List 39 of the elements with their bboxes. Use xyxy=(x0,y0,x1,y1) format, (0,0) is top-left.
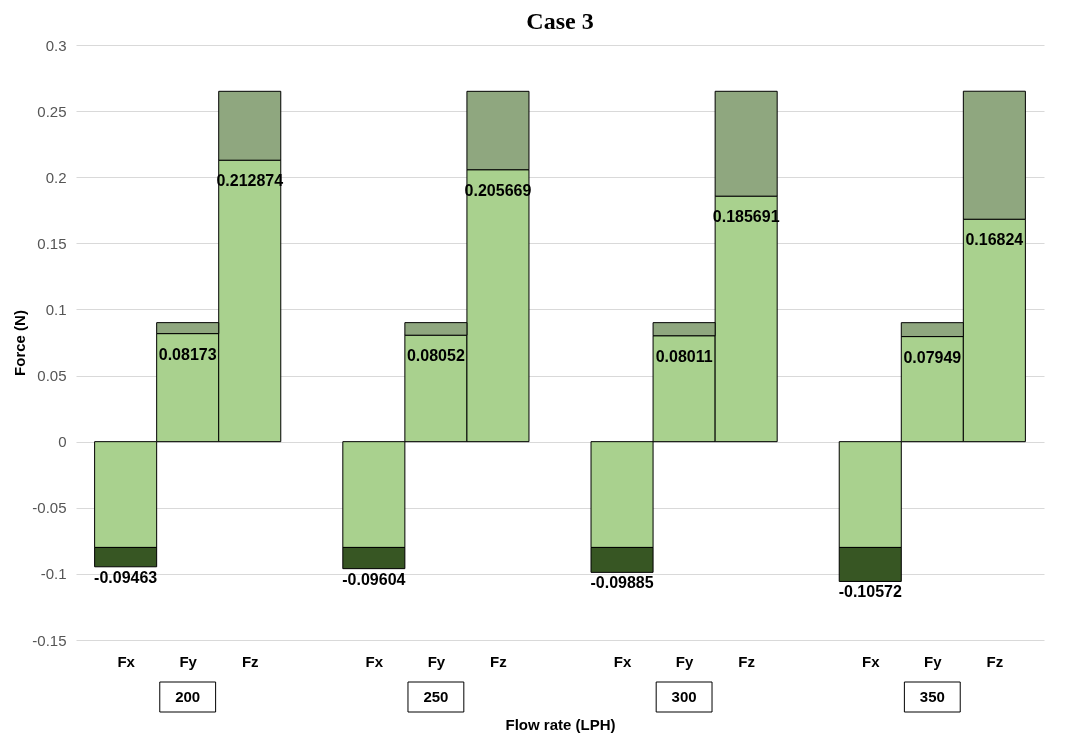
data-label: 0.07949 xyxy=(903,348,962,366)
x-tick-label: Fz xyxy=(738,652,755,670)
x-tick-label: Fx xyxy=(117,652,136,670)
text: 200 xyxy=(175,688,201,705)
y-tick-label: 0.05 xyxy=(37,367,67,385)
y-tick-label: -0.1 xyxy=(40,565,67,583)
x-tick-label: Fy xyxy=(924,652,943,670)
text: 350 xyxy=(919,688,945,705)
y-tick-label: 0 xyxy=(58,433,67,451)
data-label: 0.08011 xyxy=(655,347,713,365)
text: 250 xyxy=(423,688,449,705)
y-tick-label: 0.15 xyxy=(37,234,67,252)
x-tick-label: Fy xyxy=(427,652,446,670)
total-label: -0.09604 xyxy=(342,570,406,588)
y-tick-label: -0.15 xyxy=(32,631,67,649)
total-label: -0.09885 xyxy=(590,574,654,592)
total-label: -0.09463 xyxy=(94,568,158,586)
data-label: 0.205669 xyxy=(464,181,532,199)
data-label: 0.08173 xyxy=(158,345,217,363)
x-tick-label: Fx xyxy=(613,652,632,670)
y-tick-label: 0.25 xyxy=(37,102,67,120)
data-label: 0.16824 xyxy=(965,231,1024,249)
chart-title: Case 3 xyxy=(526,8,594,34)
y-tick-label: 0.3 xyxy=(45,36,67,54)
total-label: -0.10572 xyxy=(838,583,902,601)
x-tick-label: Fy xyxy=(179,652,198,670)
y-axis-title: Force (N) xyxy=(11,310,29,376)
x-tick-label: Fz xyxy=(241,652,259,670)
x-tick-label: Fx xyxy=(365,652,384,670)
data-label: 0.08052 xyxy=(406,347,465,365)
x-tick-label: Fz xyxy=(490,652,507,670)
x-tick-label: Fy xyxy=(675,652,695,670)
x-tick-label: Fx xyxy=(862,652,881,670)
y-tick-label: 0.2 xyxy=(45,168,67,186)
x-axis-title: Flow rate (LPH) xyxy=(505,715,616,733)
y-tick-label: -0.05 xyxy=(32,499,67,517)
x-tick-label: Fz xyxy=(986,652,1004,670)
text: 300 xyxy=(671,688,697,705)
y-tick-label: 0.1 xyxy=(45,300,67,318)
